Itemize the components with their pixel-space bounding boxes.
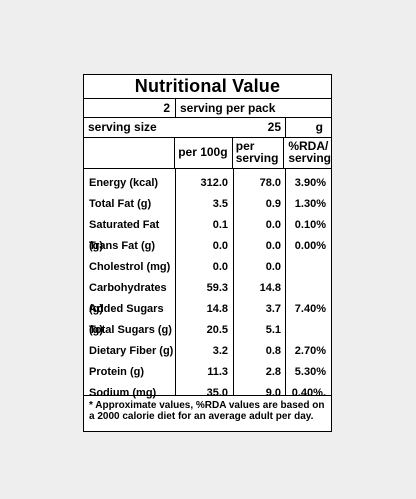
nutrient-row: Trans Fat (g) 0.0 0.0 0.00% xyxy=(84,236,331,257)
header-empty-cell xyxy=(84,138,176,168)
nutrient-rda xyxy=(286,320,331,341)
nutrient-name: Carbohydrates (g) xyxy=(89,282,167,315)
label-title: Nutritional Value xyxy=(84,75,331,99)
nutrient-per-serving: 0.0 xyxy=(265,240,281,252)
nutrient-rda xyxy=(286,278,331,299)
nutrient-per-100g: 35.0 xyxy=(206,387,228,399)
nutrient-per-100g: 0.0 xyxy=(212,261,228,273)
header-per-100g: per 100g xyxy=(175,138,233,168)
table-header: per 100g per serving %RDA/ serving xyxy=(84,138,331,169)
nutrient-row: Saturated Fat (g) 0.1 0.0 0.10% xyxy=(84,215,331,252)
nutrient-per-100g: 3.2 xyxy=(212,345,228,357)
nutrient-per-serving: 2.8 xyxy=(265,366,281,378)
nutrient-name: Total Sugars (g) xyxy=(89,324,172,336)
nutrient-per-100g: 59.3 xyxy=(206,282,228,294)
nutrient-per-100g: 11.3 xyxy=(207,366,228,378)
nutrient-per-serving: 0.8 xyxy=(265,345,281,357)
nutrient-per-serving: 3.7 xyxy=(265,303,281,315)
nutrient-table-body: Energy (kcal) 312.0 78.0 3.90% Total Fat (g)… xyxy=(84,169,331,399)
nutrient-per-100g: 20.5 xyxy=(206,324,228,336)
nutrient-per-serving: 0.0 xyxy=(265,261,281,273)
nutrient-name: Protein (g) xyxy=(89,366,144,378)
nutrient-rda: 1.30% xyxy=(294,198,326,210)
nutrient-name: Total Fat (g) xyxy=(89,198,152,210)
nutrient-per-100g: 3.5 xyxy=(212,198,228,210)
column-divider xyxy=(175,169,176,395)
nutrient-row: Protein (g) 11.3 2.8 5.30% xyxy=(84,362,331,383)
header-per-serving-line2: serving xyxy=(235,151,279,165)
nutrient-per-100g: 0.1 xyxy=(212,219,228,231)
nutrient-row: Total Sugars (g) 20.5 5.1 xyxy=(84,320,331,341)
nutrient-rda: 2.70% xyxy=(294,345,326,357)
header-rda-line1: %RDA/ xyxy=(288,139,329,153)
serving-size-row: serving size 25 g xyxy=(84,118,331,138)
nutrient-rda xyxy=(286,257,331,278)
column-divider xyxy=(285,169,286,395)
header-per-serving: per serving xyxy=(233,138,285,168)
footnote: * Approximate values, %RDA values are ba… xyxy=(89,400,325,422)
serving-size-value: 25 xyxy=(242,118,286,137)
nutrient-row: Total Fat (g) 3.5 0.9 1.30% xyxy=(84,194,331,215)
nutrient-rda: 5.30% xyxy=(294,366,326,378)
nutrient-rda: 0.10% xyxy=(294,219,326,231)
nutrient-per-serving: 9.0 xyxy=(265,387,281,399)
nutrient-row: Sodium (mg) 35.0 9.0 0.40%. xyxy=(84,383,331,404)
nutrient-row: Added Sugars (g) 14.8 3.7 7.40% xyxy=(84,299,331,336)
nutrient-name: Added Sugars (g) xyxy=(89,303,164,336)
nutrient-rda: 0.00% xyxy=(294,240,326,252)
nutrient-row: Energy (kcal) 312.0 78.0 3.90% xyxy=(84,173,331,194)
nutrient-per-serving: 0.0 xyxy=(265,219,281,231)
servings-per-pack-count: 2 xyxy=(84,99,176,117)
nutrient-per-serving: 5.1 xyxy=(265,324,281,336)
header-rda-line2: serving xyxy=(288,151,331,165)
nutrient-name: Sodium (mg) xyxy=(89,387,157,399)
servings-per-pack-text: serving per pack xyxy=(180,101,276,115)
serving-size-label: serving size xyxy=(88,120,157,134)
nutrient-row: Cholestrol (mg) 0.0 0.0 xyxy=(84,257,331,278)
header-rda: %RDA/ serving xyxy=(284,138,331,168)
nutrient-per-serving: 78.0 xyxy=(259,177,281,189)
nutrient-per-100g: 312.0 xyxy=(200,177,228,189)
serving-size-unit: g xyxy=(315,120,323,134)
header-per-serving-line1: per xyxy=(235,139,255,153)
nutrient-name: Energy (kcal) xyxy=(89,177,159,189)
column-divider xyxy=(233,169,234,395)
nutrient-per-serving: 0.9 xyxy=(265,198,281,210)
nutrient-name: Saturated Fat (g) xyxy=(89,219,160,252)
nutrient-per-serving: 14.8 xyxy=(259,282,281,294)
nutrient-rda: 7.40% xyxy=(294,303,326,315)
nutrient-row: Carbohydrates (g) 59.3 14.8 xyxy=(84,278,331,315)
nutrient-name: Dietary Fiber (g) xyxy=(89,345,174,357)
nutrient-row: Dietary Fiber (g) 3.2 0.8 2.70% xyxy=(84,341,331,362)
nutrient-name: Cholestrol (mg) xyxy=(89,261,171,273)
nutrient-name: Trans Fat (g) xyxy=(89,240,156,252)
nutrient-per-100g: 14.8 xyxy=(206,303,228,315)
nutrition-label: Nutritional Value 2 serving per pack ser… xyxy=(83,74,332,432)
nutrient-per-100g: 0.0 xyxy=(212,240,228,252)
servings-per-pack-row: 2 serving per pack xyxy=(84,99,331,118)
nutrient-rda: 3.90% xyxy=(294,177,326,189)
nutrient-rda: 0.40%. xyxy=(291,387,326,399)
